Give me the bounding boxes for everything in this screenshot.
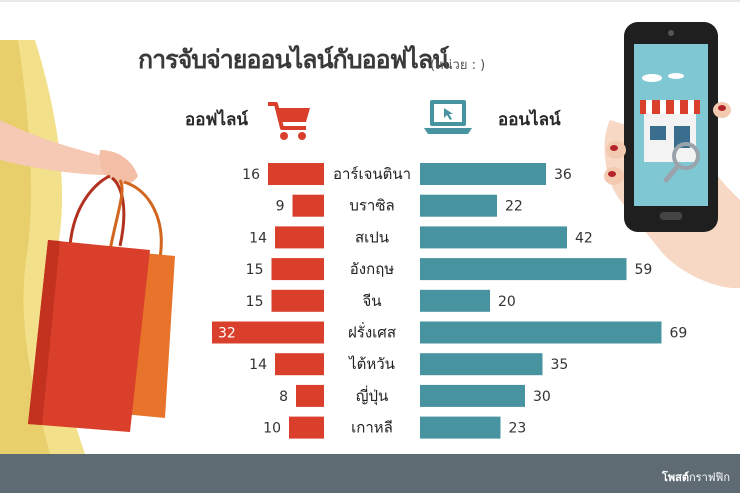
unit-label: (หน่วย : ) — [430, 58, 486, 73]
online-bar — [420, 226, 567, 249]
online-value-label: 22 — [505, 199, 523, 215]
offline-value-label: 14 — [249, 357, 267, 373]
offline-value-label: 9 — [276, 199, 285, 215]
offline-header: ออฟไลน์ — [185, 110, 249, 130]
online-value-label: 42 — [575, 230, 593, 246]
category-label: ไต้หวัน — [348, 355, 395, 373]
category-label: บราซิล — [349, 197, 394, 215]
diverging-bar-chart: 16 อาร์เจนตินา 36 9 บราซิล 22 14 สเปน 42 15 อังกฤษ… — [212, 163, 688, 439]
top-divider — [0, 0, 740, 2]
online-value-label: 30 — [533, 389, 551, 405]
shopping-bags-illustration — [0, 40, 175, 454]
offline-value-label: 10 — [263, 421, 281, 437]
category-label: เกาหลี — [351, 419, 393, 437]
online-value-label: 35 — [551, 357, 569, 373]
offline-bar — [296, 384, 324, 407]
online-bar — [420, 258, 627, 281]
offline-value-label: 32 — [218, 326, 236, 342]
offline-value-label: 8 — [279, 389, 288, 405]
category-label: อาร์เจนตินา — [333, 165, 411, 183]
offline-bar — [212, 321, 324, 344]
chart-title: การจับจ่ายออนไลน์กับออฟไลน์ — [138, 45, 449, 74]
online-bar — [420, 321, 662, 344]
online-value-label: 69 — [670, 326, 688, 342]
offline-value-label: 16 — [242, 167, 260, 183]
online-bar — [420, 353, 543, 376]
online-bar — [420, 289, 490, 312]
offline-bar — [292, 194, 324, 217]
offline-bar — [268, 163, 324, 185]
online-value-label: 36 — [554, 167, 572, 183]
offline-value-label: 14 — [249, 230, 267, 246]
online-value-label: 20 — [498, 294, 516, 310]
online-bar — [420, 163, 546, 185]
offline-bar — [271, 289, 324, 312]
offline-value-label: 15 — [246, 262, 264, 278]
online-bar — [420, 194, 497, 217]
category-label: ญี่ปุ่น — [356, 385, 389, 406]
online-header: ออนไลน์ — [498, 110, 561, 130]
offline-value-label: 15 — [246, 294, 264, 310]
laptop-cursor-icon — [424, 100, 472, 134]
footer-bar — [0, 454, 740, 493]
offline-bar — [275, 353, 324, 376]
phone-store-illustration — [604, 22, 740, 289]
offline-bar — [271, 258, 324, 281]
category-label: จีน — [362, 292, 381, 310]
online-bar — [420, 416, 501, 439]
footer-suffix: กราฟฟิก — [689, 471, 730, 484]
category-label: สเปน — [355, 228, 389, 246]
category-label: ฝรั่งเศส — [348, 322, 396, 342]
category-label: อังกฤษ — [350, 260, 394, 278]
shopping-cart-icon — [268, 102, 310, 140]
online-value-label: 59 — [635, 262, 653, 278]
offline-bar — [275, 226, 324, 249]
footer-credit: โพสต์กราฟฟิก — [662, 468, 730, 486]
online-value-label: 23 — [509, 421, 527, 437]
footer-brand: โพสต์ — [661, 471, 690, 484]
online-bar — [420, 384, 525, 407]
offline-bar — [289, 416, 324, 439]
